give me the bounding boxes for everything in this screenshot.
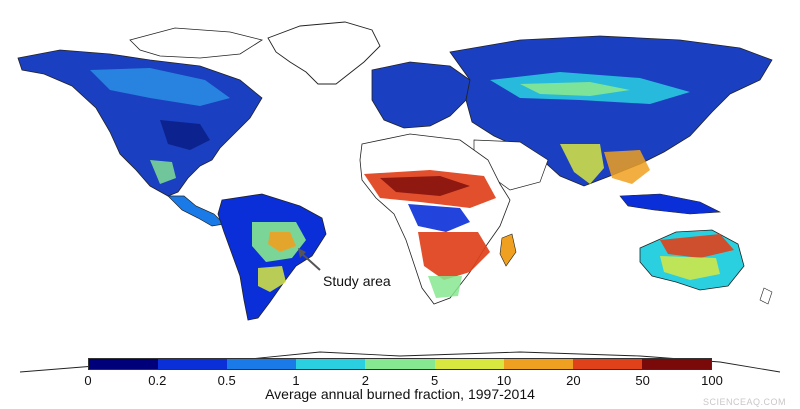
colorbar-segment [227, 359, 297, 369]
colorbar-segment [158, 359, 228, 369]
fire-region-sahel-core [380, 176, 470, 196]
landmass-indonesia [619, 193, 722, 215]
colorbar-tick-label: 0.5 [217, 373, 236, 388]
fire-region-india [560, 144, 604, 184]
fire-region-brazil-hotspot [268, 232, 296, 252]
colorbar-segment [503, 359, 573, 369]
landmass-new-zealand [759, 287, 773, 305]
colorbar-tick-label: 5 [431, 373, 439, 388]
fire-region-na-east [160, 120, 210, 150]
colorbar-tick-label: 10 [496, 373, 512, 388]
colorbar-segment [641, 359, 711, 369]
colorbar [88, 358, 712, 370]
landmass-europe [371, 61, 471, 129]
landmass-greenland [267, 21, 381, 85]
colorbar-tick-label: 50 [635, 373, 650, 388]
watermark: SCIENCEAQ.COM [702, 397, 786, 407]
fire-region-southern-africa-south [428, 276, 462, 298]
colorbar-tick-label: 100 [701, 373, 723, 388]
fire-region-na-boreal [90, 68, 230, 106]
colorbar-segment [296, 359, 366, 369]
fire-region-asia-steppe-core [520, 82, 630, 96]
annotation-arrow [299, 251, 321, 271]
fire-region-southern-africa [418, 232, 490, 280]
study-area-label: Study area [323, 273, 391, 289]
fire-region-south-america-south [258, 266, 286, 292]
colorbar-tick-label: 0 [84, 373, 92, 388]
fire-region-na-south [150, 160, 176, 184]
colorbar-tick-label: 2 [361, 373, 369, 388]
fire-region-australia-north [660, 234, 734, 258]
annotation-arrowhead [298, 248, 306, 258]
landmass-arctic-islands [129, 27, 264, 59]
colorbar-title: Average annual burned fraction, 1997-201… [265, 386, 535, 402]
fire-region-australia-interior [660, 256, 720, 280]
colorbar-segment [572, 359, 642, 369]
colorbar-tick-label: 1 [292, 373, 300, 388]
colorbar-tick-label: 0.2 [148, 373, 167, 388]
fire-region-southeast-asia [604, 150, 650, 184]
landmass-madagascar [499, 233, 517, 267]
colorbar-segment [365, 359, 435, 369]
colorbar-segment [89, 359, 159, 369]
colorbar-segment [434, 359, 504, 369]
colorbar-tick-label: 20 [566, 373, 581, 388]
fire-region-central-africa [408, 204, 470, 232]
landmass-central-america [167, 195, 225, 227]
